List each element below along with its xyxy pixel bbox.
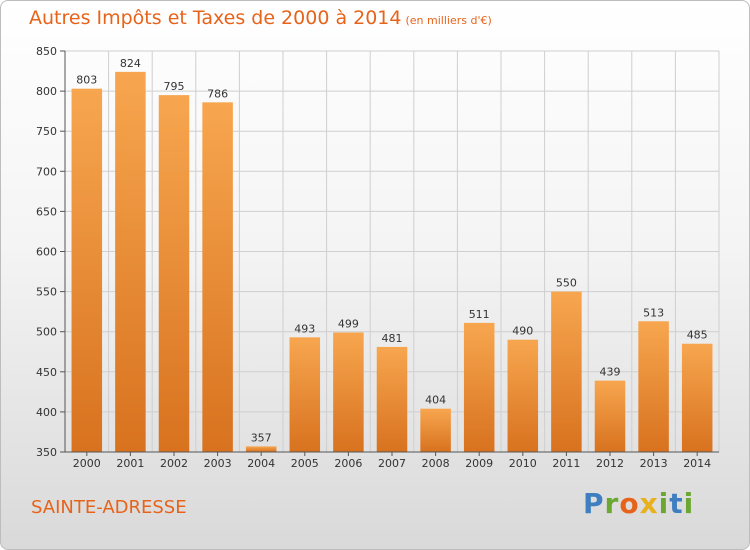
value-label: 481	[382, 332, 403, 345]
x-tick-label: 2010	[509, 457, 537, 470]
value-label: 485	[687, 329, 708, 342]
value-label: 511	[469, 308, 490, 321]
x-tick-label: 2003	[204, 457, 232, 470]
y-tick-label: 850	[36, 45, 57, 58]
x-tick-label: 2005	[291, 457, 319, 470]
bar-2008[interactable]	[420, 408, 451, 452]
y-tick-label: 750	[36, 125, 57, 138]
bars	[71, 71, 713, 453]
value-label: 404	[425, 394, 446, 407]
y-tick-label: 400	[36, 406, 57, 419]
x-tick-label: 2008	[422, 457, 450, 470]
x-tick-label: 2013	[640, 457, 668, 470]
x-tick-label: 2007	[378, 457, 406, 470]
proxiti-logo[interactable]: Proxiti	[583, 487, 694, 520]
value-label: 513	[643, 306, 664, 319]
logo-letter: i	[658, 487, 670, 520]
value-label: 795	[164, 80, 185, 93]
y-tick-label: 450	[36, 366, 57, 379]
bar-2014[interactable]	[681, 343, 713, 452]
x-tick-label: 2004	[247, 457, 275, 470]
bar-2007[interactable]	[376, 346, 408, 452]
x-tick-label: 2002	[160, 457, 188, 470]
value-label: 357	[251, 431, 272, 444]
chart-title: Autres Impôts et Taxes de 2000 à 2014 (en…	[29, 7, 492, 29]
y-tick-label: 500	[36, 326, 57, 339]
bar-2004[interactable]	[245, 446, 277, 452]
x-tick-label: 2009	[465, 457, 493, 470]
x-tick-label: 2000	[73, 457, 101, 470]
y-axis: 350 400 450 500 550 600 650 700 750 800 850	[36, 45, 66, 459]
logo-letter: r	[604, 487, 620, 520]
x-tick-label: 2001	[116, 457, 144, 470]
logo-letter: o	[619, 487, 640, 520]
value-labels: 803 824 795 786 357 493 499 481 404 511 490 550 439 5…	[76, 57, 707, 445]
bar-2003[interactable]	[202, 102, 233, 452]
y-tick-label: 800	[36, 85, 57, 98]
value-label: 493	[294, 322, 315, 335]
x-axis: 2000 2001 2002 2003 2004 2005 2006 2007 2008 2009…	[65, 451, 719, 470]
logo-letter: x	[639, 487, 659, 520]
y-tick-label: 550	[36, 286, 57, 299]
bar-2009[interactable]	[463, 322, 495, 452]
value-label: 803	[76, 74, 97, 87]
y-tick-label: 700	[36, 165, 57, 178]
y-tick-label: 350	[36, 446, 57, 459]
value-label: 490	[512, 325, 533, 338]
bar-2001[interactable]	[115, 71, 146, 453]
bar-2011[interactable]	[551, 291, 582, 452]
logo-letter: P	[583, 487, 605, 520]
chart-subtitle: (en milliers d'€)	[405, 14, 492, 27]
value-label: 824	[120, 57, 141, 70]
value-label: 786	[207, 87, 228, 100]
value-label: 499	[338, 318, 359, 331]
commune-name: SAINTE-ADRESSE	[31, 497, 187, 518]
value-label: 550	[556, 277, 577, 290]
x-tick-label: 2006	[334, 457, 362, 470]
value-label: 439	[600, 366, 621, 379]
y-tick-label: 600	[36, 246, 57, 259]
bar-2000[interactable]	[71, 88, 103, 452]
chart-title-text: Autres Impôts et Taxes de 2000 à 2014	[29, 7, 402, 29]
bar-2002[interactable]	[158, 95, 190, 453]
bar-2013[interactable]	[638, 321, 669, 452]
y-tick-label: 650	[36, 205, 57, 218]
x-tick-label: 2011	[552, 457, 580, 470]
x-tick-label: 2014	[683, 457, 711, 470]
bar-2012[interactable]	[594, 380, 626, 452]
logo-letter: i	[683, 487, 695, 520]
x-tick-label: 2012	[596, 457, 624, 470]
bar-2010[interactable]	[507, 339, 539, 452]
bar-2006[interactable]	[333, 332, 364, 452]
logo-letter: t	[669, 487, 684, 520]
bar-2005[interactable]	[289, 337, 321, 452]
